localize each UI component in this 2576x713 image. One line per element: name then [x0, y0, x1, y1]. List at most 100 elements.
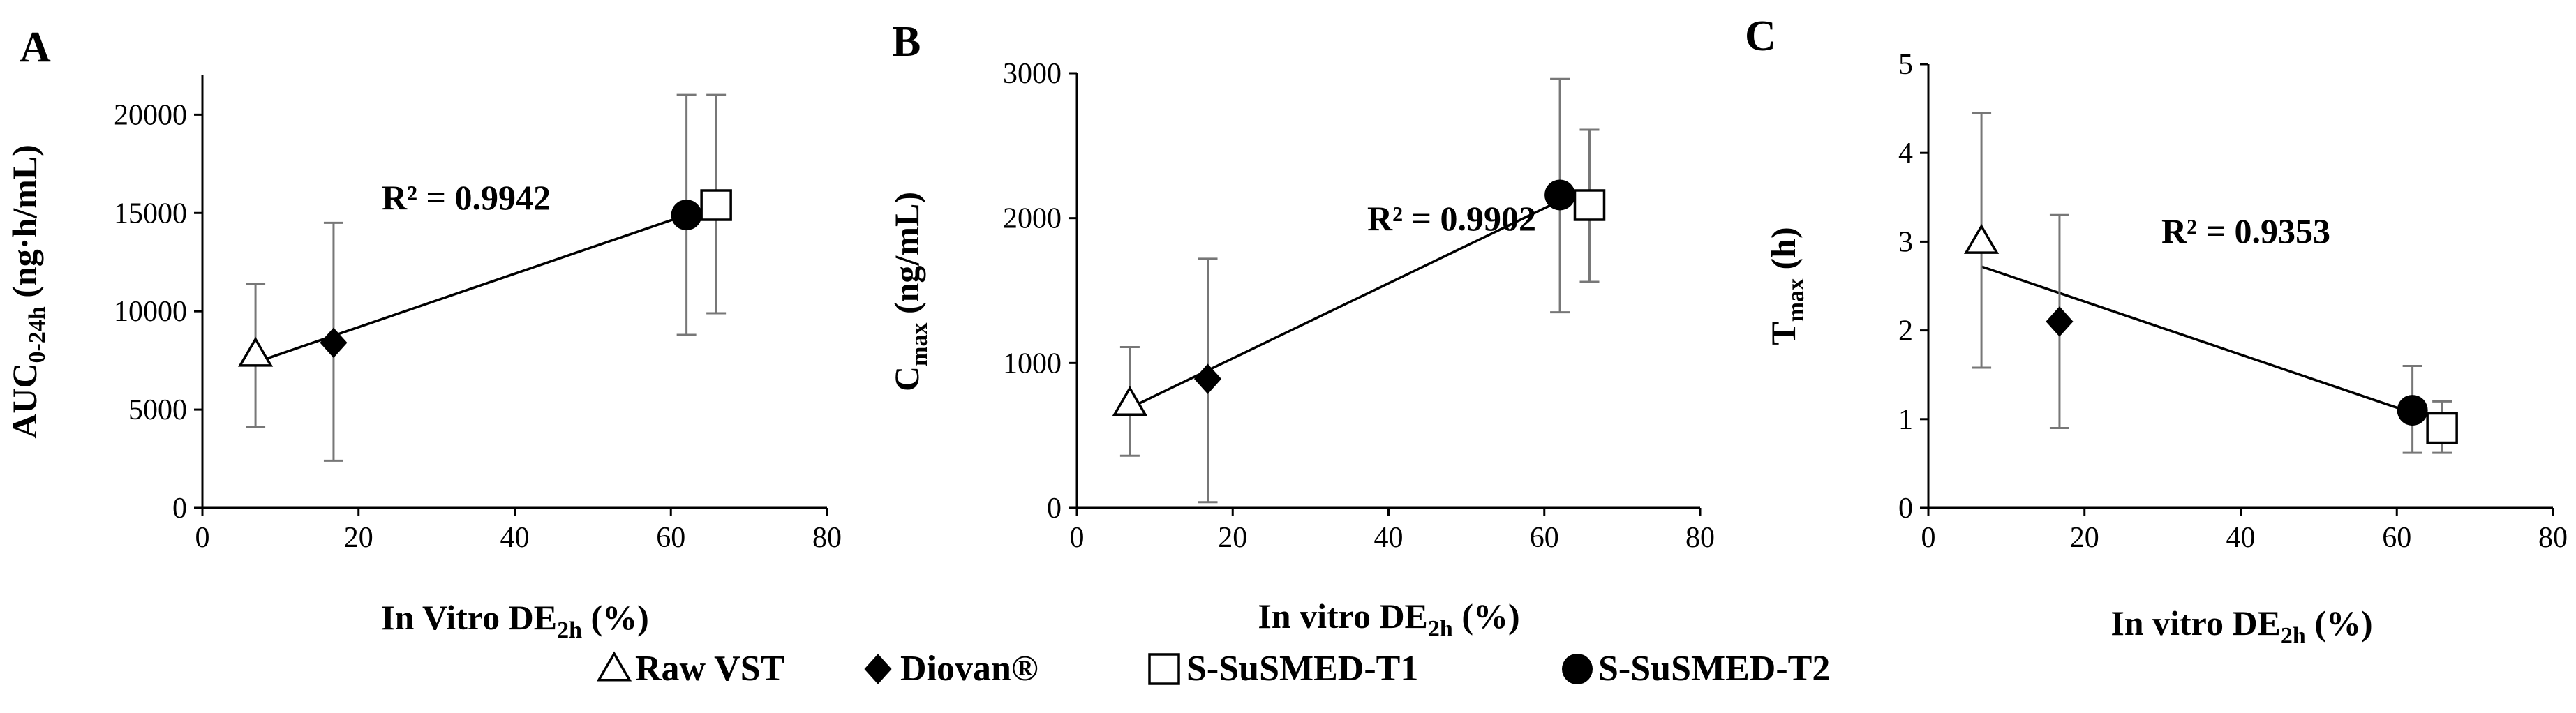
legend-label: Raw VST — [635, 649, 784, 689]
x-tick-label: 80 — [812, 522, 842, 554]
x-tick-label: 80 — [1685, 522, 1715, 554]
data-point-raw-vst — [237, 283, 274, 428]
diamond-filled-marker — [320, 327, 348, 359]
diamond-filled-marker — [2046, 306, 2074, 337]
x-tick-label: 60 — [2382, 522, 2411, 554]
y-axis-label: Cmax (ng/mL) — [887, 192, 932, 391]
y-axis-label-sub: max — [907, 323, 932, 366]
chart-panel-b: B 0 1000 2000 3000 0 20 40 60 80 R² = 0.9902 In vit… — [887, 18, 1715, 642]
circle-filled-marker — [2397, 395, 2428, 426]
data-point-s-susmed-t1 — [1573, 128, 1606, 283]
x-axis-label-sub: 2h — [557, 617, 582, 643]
data-point-s-susmed-t2 — [2397, 364, 2428, 454]
panel-letter: C — [1745, 13, 1776, 60]
x-tick-label: 60 — [1530, 522, 1559, 554]
data-point-diovan — [1193, 257, 1222, 504]
y-tick-label: 0 — [1047, 493, 1062, 525]
square-open-marker — [700, 189, 732, 221]
x-tick-label: 40 — [1374, 522, 1404, 554]
diamond-filled-marker — [1193, 363, 1222, 394]
x-axis-label-suffix: (%) — [2306, 603, 2373, 643]
triangle-open-marker — [596, 651, 632, 682]
legend-item-s-susmed-t1: S-SuSMED-T1 — [1148, 649, 1418, 689]
x-tick-label: 20 — [344, 522, 373, 554]
data-point-diovan — [2046, 213, 2074, 430]
circle-filled-marker — [1544, 179, 1576, 211]
y-tick-label: 20000 — [114, 99, 187, 131]
x-tick-label: 40 — [2226, 522, 2256, 554]
y-tick-label: 5000 — [128, 394, 187, 426]
y-tick-label: 10000 — [114, 296, 187, 328]
y-tick-label: 3 — [1898, 226, 1913, 258]
x-axis-label-main: In Vitro DE — [381, 598, 557, 637]
y-tick-label: 2 — [1898, 315, 1913, 347]
x-tick-label: 20 — [2070, 522, 2099, 554]
data-point-s-susmed-t1 — [2426, 400, 2458, 454]
x-tick-label: 0 — [1921, 522, 1936, 554]
x-tick-label: 20 — [1218, 522, 1247, 554]
square-open-marker — [1148, 653, 1180, 685]
y-tick-label: 0 — [1898, 493, 1913, 525]
x-tick-label: 60 — [656, 522, 685, 554]
x-axis-label-suffix: (%) — [1453, 596, 1520, 636]
y-axis-label: AUC0-24h (ng·h/mL) — [5, 144, 50, 439]
x-axis-label-sub: 2h — [2281, 623, 2306, 649]
y-axis-label-sub: max — [1783, 278, 1809, 322]
y-axis-label-suffix: (ng·h/mL) — [5, 144, 44, 306]
triangle-open-marker — [237, 336, 274, 367]
data-point-s-susmed-t1 — [700, 93, 732, 315]
triangle-open-marker — [1963, 223, 2000, 254]
x-axis-label: In Vitro DE2h (%) — [381, 598, 649, 643]
data-point-raw-vst — [1963, 112, 2000, 369]
legend-label: Diovan® — [900, 649, 1038, 689]
panel-letter: B — [892, 18, 921, 66]
y-axis-label: Tmax (h) — [1764, 227, 1809, 345]
x-tick-label: 0 — [195, 522, 210, 554]
x-axis-label-suffix: (%) — [582, 598, 649, 637]
x-axis-label-main: In vitro DE — [1258, 596, 1428, 636]
y-tick-label: 3000 — [1003, 58, 1062, 90]
chart-panel-c: C 0 1 2 3 4 5 0 20 40 60 80 R² = 0.9353 In vitro DE2h… — [1745, 13, 2568, 649]
legend-item-s-susmed-t2: S-SuSMED-T2 — [1562, 649, 1830, 689]
y-axis-label-main: T — [1764, 322, 1803, 345]
data-point-diovan — [320, 221, 348, 462]
x-tick-label: 80 — [2538, 522, 2568, 554]
x-axis-label-sub: 2h — [1428, 616, 1453, 642]
x-tick-label: 40 — [500, 522, 530, 554]
x-axis-label: In vitro DE2h (%) — [2110, 603, 2372, 649]
legend-item-raw-vst: Raw VST — [596, 649, 784, 689]
y-tick-label: 15000 — [114, 197, 187, 230]
trendline — [255, 213, 687, 364]
r-squared-label: R² = 0.9942 — [382, 178, 551, 217]
circle-filled-marker — [671, 200, 702, 231]
y-axis-label-main: C — [887, 366, 926, 391]
legend-label: S-SuSMED-T1 — [1186, 649, 1418, 689]
y-tick-label: 0 — [172, 493, 187, 525]
r-squared-label: R² = 0.9353 — [2161, 211, 2330, 250]
circle-filled-marker — [1562, 654, 1593, 684]
y-tick-label: 1 — [1898, 404, 1913, 436]
r-squared-label: R² = 0.9902 — [1367, 199, 1536, 238]
data-point-s-susmed-t2 — [671, 93, 702, 336]
x-axis-label-main: In vitro DE — [2110, 603, 2281, 643]
diamond-filled-marker — [864, 654, 892, 684]
legend: Raw VST Diovan® S-SuSMED-T1 S-SuSMED-T2 — [596, 649, 1830, 689]
x-tick-label: 0 — [1070, 522, 1085, 554]
panel-letter: A — [20, 24, 51, 71]
data-point-raw-vst — [1112, 345, 1148, 457]
y-tick-label: 5 — [1898, 49, 1913, 81]
y-axis-label-main: AUC — [5, 363, 44, 438]
y-tick-label: 2000 — [1003, 203, 1062, 235]
triangle-open-marker — [1112, 385, 1148, 416]
trendline — [1981, 265, 2413, 414]
data-point-s-susmed-t2 — [1544, 77, 1576, 314]
chart-panel-a: A 0 5000 10000 15000 20000 0 20 40 60 80 R² = 0.994… — [5, 24, 842, 643]
y-axis-label-suffix: (h) — [1764, 227, 1803, 278]
y-tick-label: 4 — [1898, 137, 1913, 170]
y-axis-label-suffix: (ng/mL) — [887, 192, 926, 323]
legend-item-diovan: Diovan® — [864, 649, 1038, 689]
legend-label: S-SuSMED-T2 — [1598, 649, 1830, 689]
y-axis-label-sub: 0-24h — [24, 306, 50, 363]
